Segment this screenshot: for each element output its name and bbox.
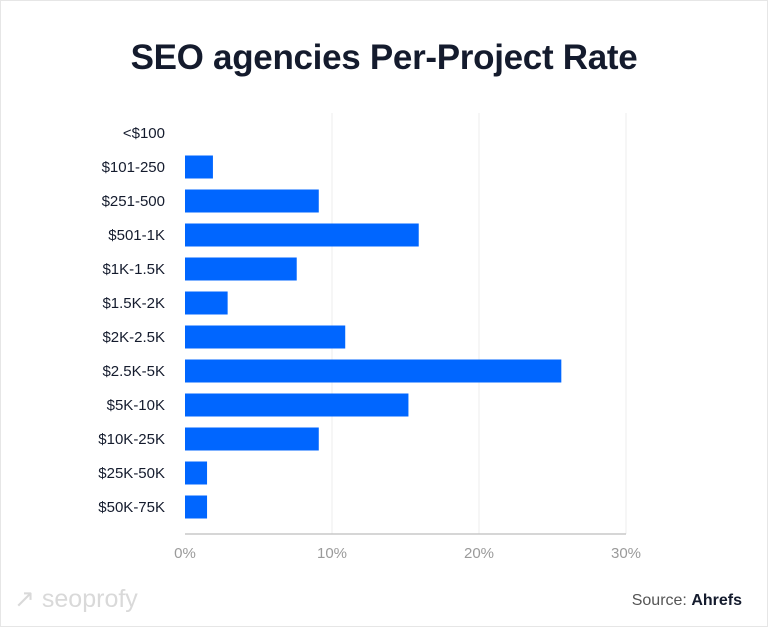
category-label: $5K-10K xyxy=(107,397,165,414)
category-label: $10K-25K xyxy=(98,431,165,448)
source-label: Source: xyxy=(631,592,687,609)
category-label: $251-500 xyxy=(102,193,165,210)
source-name: Ahrefs xyxy=(691,592,742,609)
bar xyxy=(185,223,419,247)
x-tick-label: 0% xyxy=(174,545,196,562)
bar xyxy=(185,495,208,519)
arrow-up-right-icon: ↗ xyxy=(14,585,35,613)
logo-text: seoprofy xyxy=(41,585,138,613)
category-label: $1K-1.5K xyxy=(102,261,165,278)
category-label: $501-1K xyxy=(108,227,165,244)
category-label: $2K-2.5K xyxy=(102,329,165,346)
bar xyxy=(185,461,208,485)
source-note: Source: Ahrefs xyxy=(632,592,742,610)
category-label: $25K-50K xyxy=(98,465,165,482)
x-tick-label: 10% xyxy=(317,545,347,562)
bar xyxy=(185,291,228,315)
category-label: $50K-75K xyxy=(98,499,165,516)
category-label: $2.5K-5K xyxy=(102,363,165,380)
bar xyxy=(185,155,213,179)
x-tick-label: 30% xyxy=(611,545,641,562)
bar xyxy=(185,189,319,213)
bar xyxy=(185,427,319,451)
bar xyxy=(185,393,409,417)
x-tick-label: 20% xyxy=(464,545,494,562)
chart-title: SEO agencies Per-Project Rate xyxy=(130,38,638,77)
category-label: $101-250 xyxy=(102,159,165,176)
category-label: <$100 xyxy=(123,125,165,142)
seoprofy-logo: ↗ seoprofy xyxy=(14,584,138,614)
bar xyxy=(185,359,562,383)
category-label: $1.5K-2K xyxy=(102,295,165,312)
bar xyxy=(185,257,297,281)
bar xyxy=(185,325,346,349)
